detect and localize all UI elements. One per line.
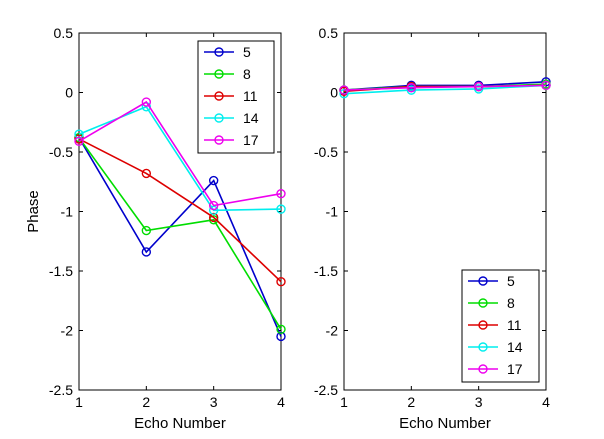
data-point — [141, 225, 152, 236]
x-axis-label: Echo Number — [134, 415, 226, 432]
legend-entry: 11 — [204, 88, 258, 104]
data-point — [74, 129, 84, 139]
data-point — [473, 81, 484, 92]
legend-label: 11 — [507, 317, 522, 333]
legend: 5 8 11 14 17 — [197, 40, 275, 154]
legend-swatch-marker — [478, 364, 488, 374]
y-tick-label: -1.5 — [314, 263, 338, 279]
series-14 — [74, 102, 286, 216]
legend: 5 8 11 14 17 — [461, 269, 540, 383]
y-tick-label: -1.5 — [49, 263, 73, 279]
chart-panel-2: 1 2 3 4 0.5 0 -0.5 -1 -1.5 -2 -2.5 Echo Number 5 8 11 1… — [314, 25, 551, 432]
data-point — [141, 97, 152, 107]
legend-entry: 8 — [204, 66, 251, 82]
legend-swatch-marker — [478, 298, 488, 308]
legend-swatch-marker — [214, 47, 224, 57]
series-5 — [74, 133, 286, 342]
data-point — [141, 247, 152, 257]
legend-swatch-marker — [214, 135, 224, 145]
legend-swatch-marker — [478, 342, 488, 352]
series-17 — [74, 97, 286, 211]
x-tick-label: 2 — [142, 394, 150, 410]
y-tick-label: -0.5 — [49, 144, 73, 160]
series-line — [343, 84, 547, 91]
data-point — [339, 85, 349, 95]
legend-label: 8 — [243, 66, 251, 82]
legend-entry: 14 — [468, 339, 523, 355]
legend-label: 14 — [507, 339, 523, 355]
data-point — [208, 175, 219, 186]
legend-swatch-marker — [214, 113, 224, 123]
legend-label: 17 — [243, 132, 259, 148]
x-tick-label: 2 — [407, 394, 415, 410]
legend-entry: 11 — [468, 317, 522, 333]
y-tick-label: 0.5 — [319, 25, 339, 41]
data-point — [276, 331, 286, 342]
legend-label: 5 — [507, 273, 515, 289]
data-point — [208, 212, 219, 223]
series-line — [78, 105, 282, 212]
data-point — [541, 80, 551, 91]
series-line — [78, 138, 282, 283]
x-tick-label: 4 — [277, 394, 285, 410]
legend-box — [461, 269, 540, 383]
x-tick-label: 1 — [340, 394, 348, 410]
data-point — [276, 324, 286, 335]
series-line — [78, 137, 282, 330]
legend-label: 14 — [243, 110, 259, 126]
legend-entry: 5 — [468, 273, 515, 289]
data-point — [208, 200, 219, 211]
x-axis-label: Echo Number — [399, 415, 491, 432]
legend-box — [197, 40, 275, 154]
series-17 — [339, 80, 551, 95]
legend-swatch-marker — [214, 91, 224, 101]
y-tick-label: -0.5 — [314, 144, 338, 160]
data-point — [406, 83, 417, 93]
data-point — [276, 188, 286, 199]
y-tick-label: 0 — [65, 85, 73, 101]
legend-label: 17 — [507, 361, 523, 377]
series-line — [343, 84, 547, 95]
legend-label: 8 — [507, 295, 515, 311]
legend-entry: 8 — [468, 295, 515, 311]
y-tick-label: 0 — [330, 85, 338, 101]
x-tick-label: 1 — [75, 394, 83, 410]
series-line — [78, 100, 282, 207]
legend-entry: 17 — [468, 361, 523, 377]
data-point — [141, 168, 152, 179]
y-axis-label: Phase — [25, 190, 42, 233]
y-tick-label: -2 — [326, 323, 339, 339]
legend-entry: 14 — [204, 110, 259, 126]
legend-entry: 5 — [204, 44, 251, 60]
y-tick-label: -2.5 — [49, 382, 73, 398]
legend-entry: 17 — [204, 132, 259, 148]
data-point — [276, 204, 286, 214]
x-tick-label: 4 — [542, 394, 550, 410]
chart-panel-1: 1 2 3 4 0.5 0 -0.5 -1 -1.5 -2 -2.5 Echo Number Phase… — [25, 25, 286, 432]
y-tick-label: -1 — [61, 204, 74, 220]
y-tick-label: -1 — [326, 204, 339, 220]
x-tick-label: 3 — [475, 394, 483, 410]
y-tick-label: 0.5 — [54, 25, 74, 41]
legend-swatch-marker — [478, 320, 488, 330]
y-tick-label: -2.5 — [314, 382, 338, 398]
legend-label: 5 — [243, 44, 251, 60]
y-tick-label: -2 — [61, 323, 74, 339]
legend-label: 11 — [243, 88, 258, 104]
data-point — [276, 277, 286, 287]
data-point — [74, 136, 84, 146]
x-tick-label: 3 — [210, 394, 218, 410]
legend-swatch-marker — [214, 69, 224, 79]
legend-swatch-marker — [478, 276, 488, 286]
series-line — [78, 137, 282, 337]
